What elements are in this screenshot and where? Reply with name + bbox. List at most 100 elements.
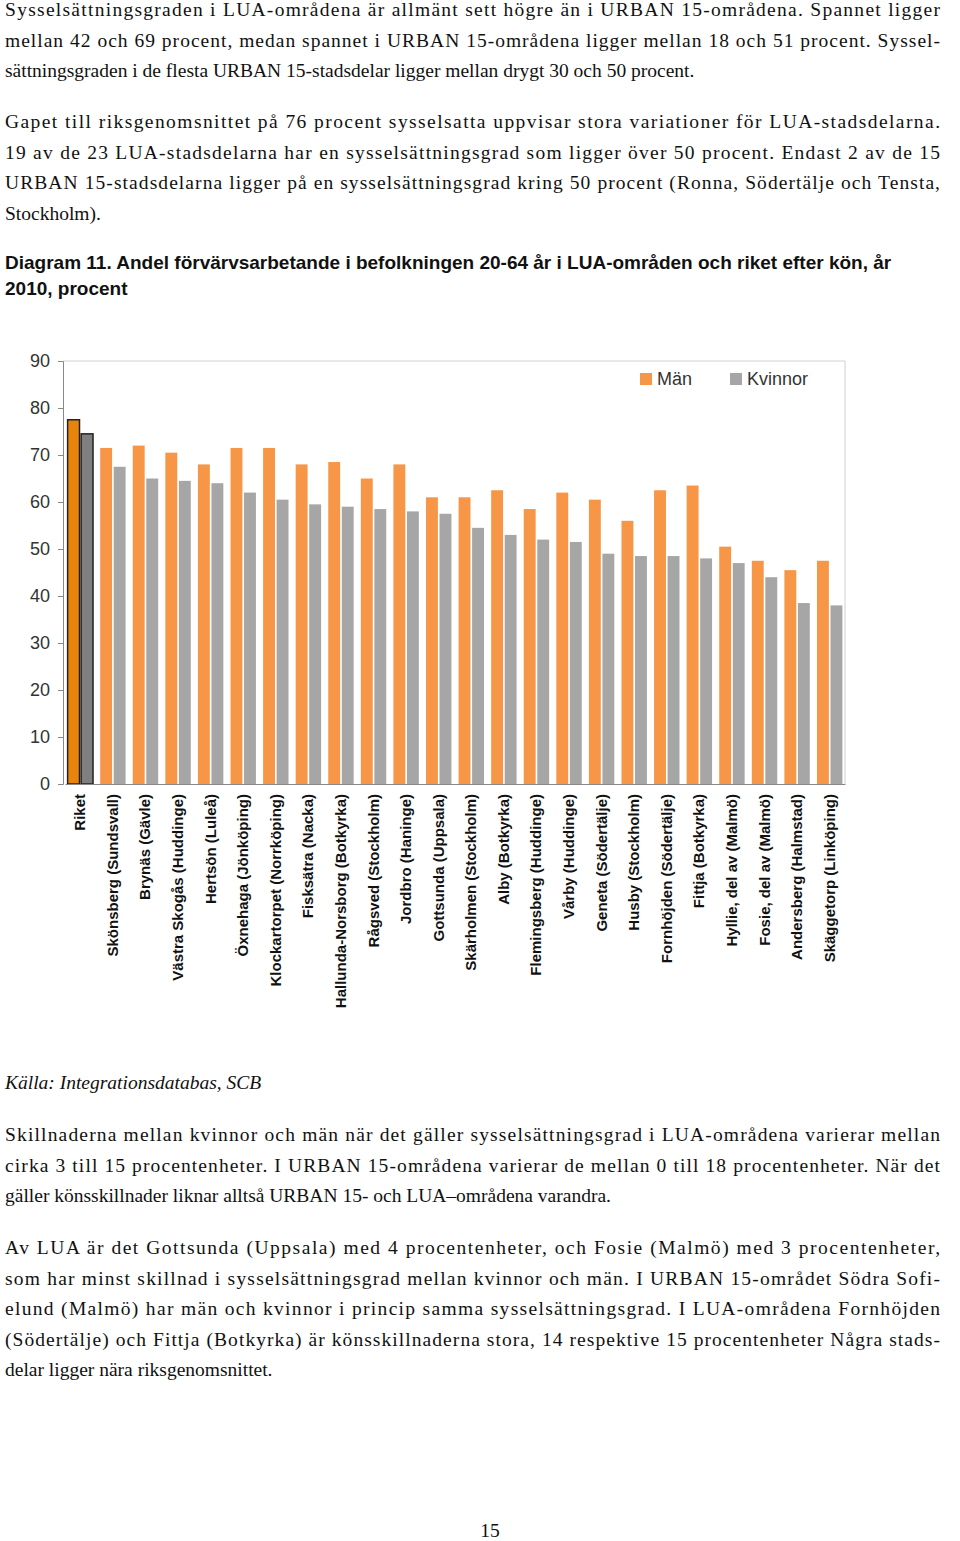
y-tick-mark	[58, 784, 63, 785]
chart-title: Diagram 11. Andel förvärvsarbetande i be…	[5, 252, 892, 299]
x-tick-label: Skäggetorp (Linköping)	[821, 794, 838, 962]
bar	[146, 479, 158, 785]
x-tick-label: Fosie, del av (Malmö)	[756, 794, 773, 946]
bar	[179, 481, 191, 784]
bar	[817, 561, 829, 784]
x-tick: Riket	[71, 794, 88, 831]
bar	[505, 535, 517, 784]
y-tick-mark	[58, 596, 63, 597]
x-tick: Flemingsberg (Huddinge)	[527, 794, 544, 976]
y-axis-line	[58, 362, 64, 785]
page: Sysselsättningsgraden i LUA-områdena är …	[0, 0, 960, 1541]
x-tick-label: Fittja (Botkyrka)	[690, 794, 707, 908]
x-tick-label: Skönsberg (Sundsvall)	[104, 794, 121, 957]
x-tick: Västra Skogås (Huddinge)	[169, 794, 186, 981]
bar	[556, 493, 568, 784]
legend: MänKvinnor	[640, 369, 808, 389]
x-tick-label: Riket	[71, 794, 88, 831]
x-tick: Jordbro (Haninge)	[397, 794, 414, 924]
y-tick-mark	[58, 361, 63, 362]
legend-label: Män	[657, 369, 692, 389]
bar	[765, 577, 777, 784]
x-tick: Husby (Stockholm)	[625, 794, 642, 931]
x-tick-label: Fisksätra (Nacka)	[299, 794, 316, 918]
bar	[687, 486, 699, 784]
paragraph-line: Stockholm).	[5, 203, 101, 225]
paragraph-line: mellan 42 och 69 procent, medan spannet …	[5, 30, 940, 51]
bar	[784, 570, 796, 784]
legend-swatch	[640, 373, 652, 385]
bar	[211, 483, 223, 784]
x-tick-label: Hertsön (Luleå)	[202, 794, 219, 904]
x-tick: Rågsved (Stockholm)	[365, 794, 382, 947]
paragraph-line: URBAN 15-stadsdelarna ligger på en sysse…	[5, 172, 940, 194]
bar	[165, 453, 177, 784]
x-tick: Skärholmen (Stockholm)	[462, 794, 479, 971]
y-tick-mark	[58, 408, 63, 409]
y-tick: 50	[30, 539, 63, 559]
bar	[459, 497, 471, 784]
x-tick: Hertsön (Luleå)	[202, 794, 219, 904]
x-tick-label: Västra Skogås (Huddinge)	[169, 794, 186, 981]
bar	[491, 490, 503, 784]
bar	[426, 497, 438, 784]
paragraph-line: 19 av de 23 LUA-stadsdelarna har en syss…	[5, 142, 940, 163]
x-tick: Öxnehaga (Jönköping)	[234, 794, 251, 957]
paragraph-line: delar ligger nära riksgenomsnittet.	[5, 1359, 273, 1380]
bar	[328, 462, 340, 784]
bar	[374, 509, 386, 784]
paragraph-line: som har minst skillnad i sysselsättnings…	[5, 1268, 940, 1289]
y-tick: 80	[30, 398, 63, 418]
bar	[654, 490, 666, 784]
x-tick-label: Öxnehaga (Jönköping)	[234, 794, 251, 957]
bar	[244, 493, 256, 784]
y-tick-mark	[58, 690, 63, 691]
x-tick-label: Hallunda-Norsborg (Botkyrka)	[332, 794, 349, 1008]
bars	[68, 420, 843, 784]
x-tick: Fisksätra (Nacka)	[299, 794, 316, 918]
bar	[700, 558, 712, 784]
bar	[81, 434, 93, 784]
bar	[537, 540, 549, 784]
bar	[635, 556, 647, 784]
x-tick-label: Brynäs (Gävle)	[136, 794, 153, 900]
x-tick-label: Flemingsberg (Huddinge)	[527, 794, 544, 976]
x-tick-label: Andersberg (Halmstad)	[788, 794, 805, 960]
paragraph-line: (Södertälje) och Fittja (Botkyrka) är kö…	[5, 1329, 940, 1351]
bar	[68, 420, 80, 784]
bar	[621, 521, 633, 784]
source: Källa: Integrationsdatabas, SCB	[4, 1072, 261, 1093]
y-tick-label: 20	[30, 680, 50, 700]
paragraph-line: elund (Malmö) har män och kvinnor i prin…	[5, 1298, 940, 1320]
y-tick-label: 60	[30, 492, 50, 512]
bar-series	[68, 420, 829, 784]
bar	[100, 448, 112, 784]
bar	[524, 509, 536, 784]
paragraph-line: sättningsgraden i de flesta URBAN 15-sta…	[5, 60, 694, 81]
plot-frame-top	[63, 361, 845, 362]
paragraph-line: Gapet till riksgenomsnittet på 76 procen…	[5, 111, 940, 132]
x-tick: Skäggetorp (Linköping)	[821, 794, 838, 962]
y-tick: 0	[40, 774, 63, 794]
x-tick: Fosie, del av (Malmö)	[756, 794, 773, 946]
bar	[393, 464, 405, 784]
x-axis: Riket Skönsberg (Sundsvall) Brynäs (Gävle)…	[66, 785, 846, 1009]
x-tick: Fittja (Botkyrka)	[690, 794, 707, 908]
x-tick: Brynäs (Gävle)	[136, 794, 153, 900]
x-tick-label: Jordbro (Haninge)	[397, 794, 414, 924]
y-tick-label: 90	[30, 351, 50, 371]
x-tick: Skönsberg (Sundsvall)	[104, 794, 121, 957]
page-number: 15	[480, 1520, 500, 1541]
y-tick: 90	[30, 351, 63, 371]
y-tick-label: 50	[30, 539, 50, 559]
x-tick: Alby (Botkyrka)	[495, 794, 512, 905]
x-tick: Fornhöjden (Södertälje)	[658, 794, 675, 963]
x-tick-label: Alby (Botkyrka)	[495, 794, 512, 905]
bar	[798, 603, 810, 784]
paragraph-line: gäller könsskillnader liknar alltså URBA…	[5, 1185, 611, 1206]
x-tick-label: Fornhöjden (Södertälje)	[658, 794, 675, 963]
y-tick-label: 0	[40, 774, 50, 794]
y-tick-label: 10	[30, 727, 50, 747]
y-tick: 70	[30, 445, 63, 465]
bar	[133, 446, 145, 784]
